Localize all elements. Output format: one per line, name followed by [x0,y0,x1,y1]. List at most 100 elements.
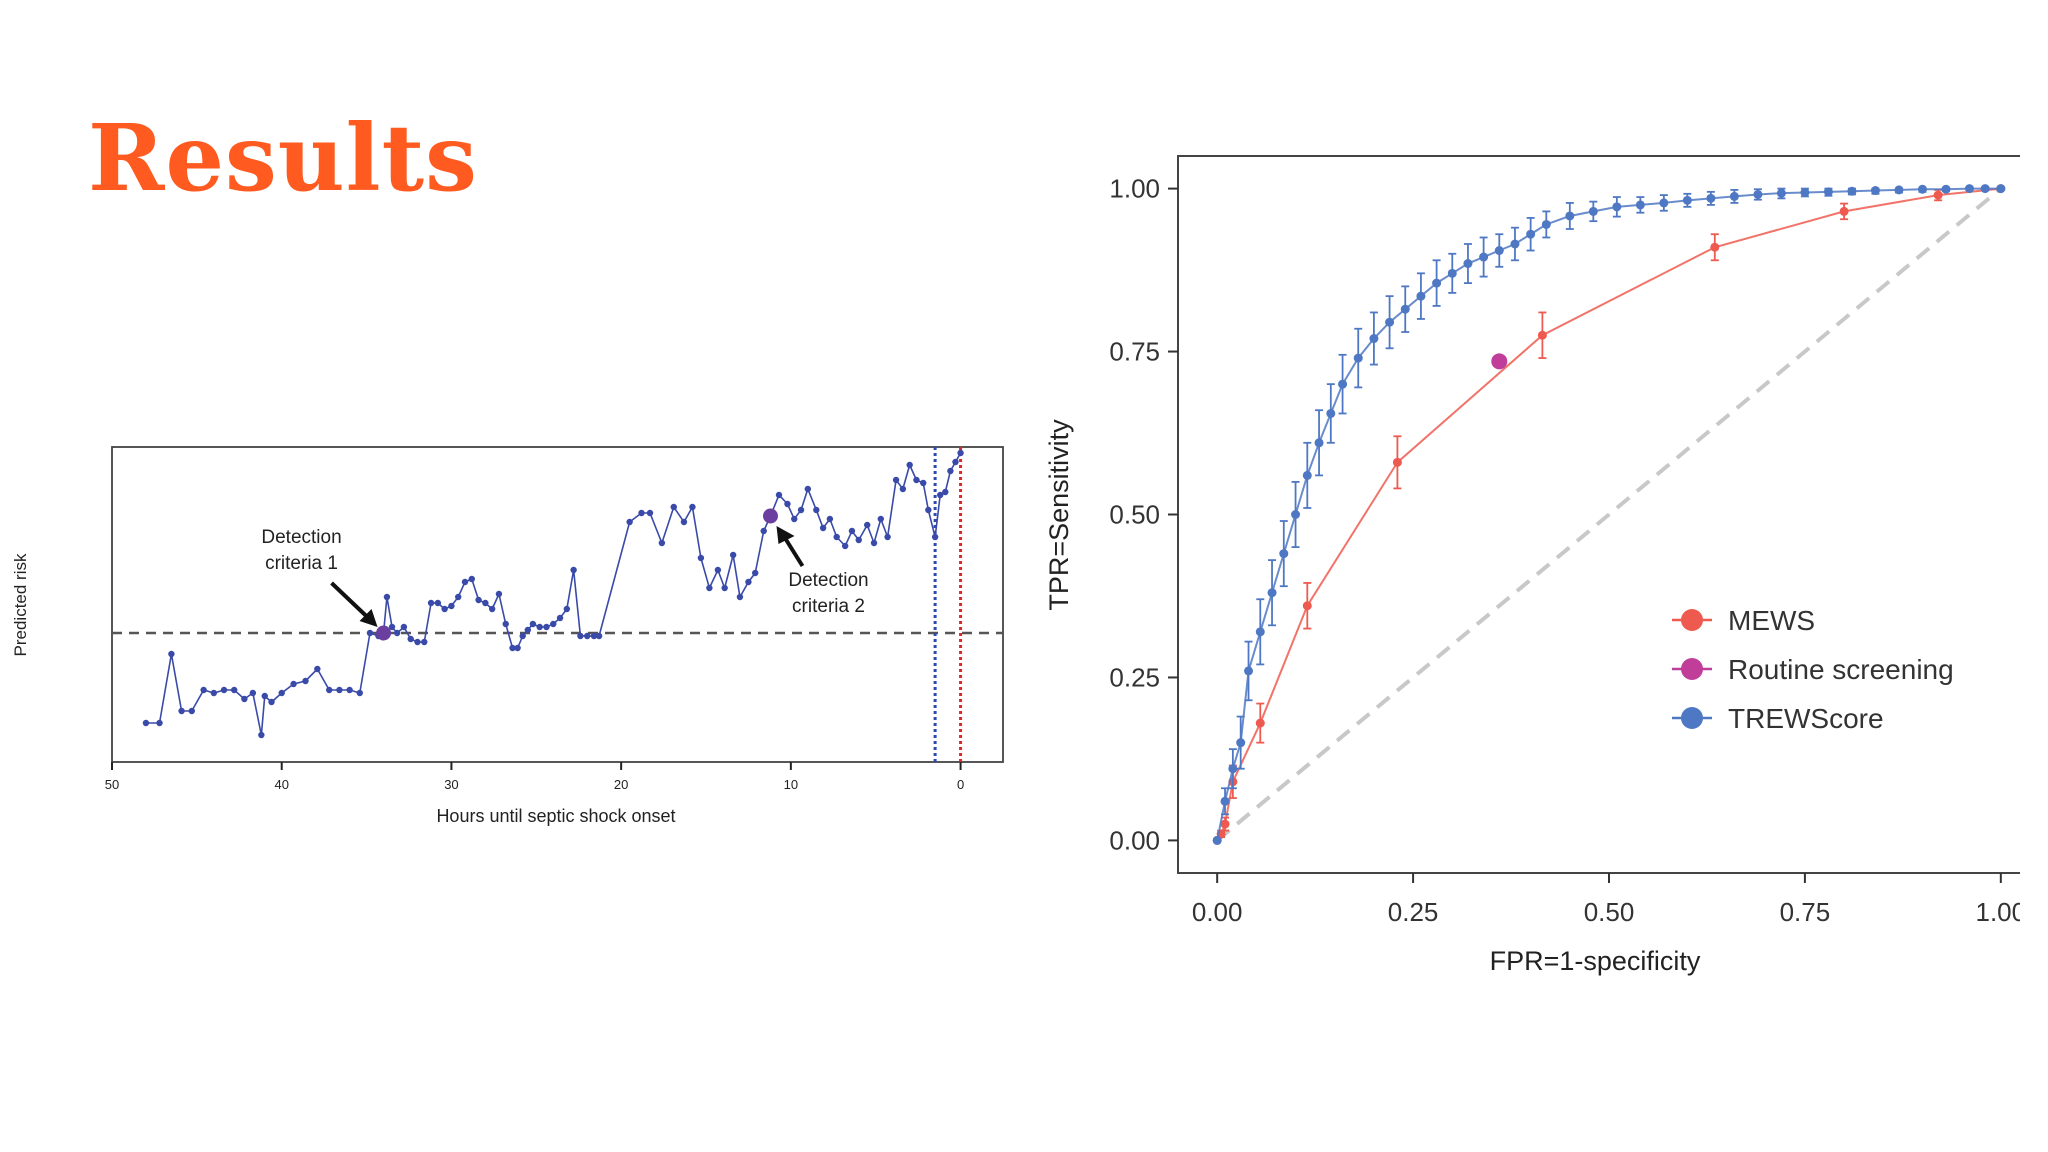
trewscore-point [1729,191,1739,201]
x-tick-label: 0 [957,777,964,792]
risk-point [736,593,744,601]
risk-point [529,620,537,628]
legend: MEWS Routine screening TREWScore [1672,605,1954,734]
risk-point [931,533,939,541]
y-tick-label: 0.75 [1109,337,1160,367]
risk-point [848,527,856,535]
risk-point [855,536,862,544]
trewscore-point [1463,259,1473,269]
mews-point [1537,330,1547,340]
chance-diagonal [1215,187,2003,842]
legend-key-mews [1681,609,1703,631]
risk-point [495,590,503,598]
risk-point [434,599,442,607]
risk-point [278,689,285,697]
y-axis-label: TPR=Sensitivity [1044,419,1074,611]
y-axis-label: Predicted risk [11,553,30,656]
trewscore-point [1494,246,1504,256]
risk-point [509,644,516,652]
trewscore-point [1220,796,1230,806]
risk-point [899,485,907,493]
legend-label-trewscore: TREWScore [1728,703,1884,734]
mews-point [1933,190,1943,200]
trewscore-point [1800,188,1810,198]
risk-point [142,719,150,727]
mews-point [1255,718,1265,728]
risk-point [220,686,228,694]
y-tick-label: 1.00 [1109,174,1160,204]
y-tick-label: 0.00 [1109,825,1160,855]
risk-point [502,620,509,628]
risk-point [913,476,920,484]
slide-title: Results [88,104,478,212]
trewscore-point [1479,252,1489,262]
risk-point [584,632,591,640]
trewscore-point [1526,229,1536,239]
risk-point [577,632,584,640]
legend-key-routine-screening [1681,658,1703,680]
risk-point [563,605,571,613]
risk-point [550,620,557,628]
risk-point [937,491,944,499]
risk-point [268,698,275,706]
trewscore-point [1385,317,1395,327]
x-tick-label: 1.00 [1976,897,2020,927]
annotation-1-line-1: Detection [261,527,341,548]
risk-point [556,614,564,622]
risk-point [775,491,783,499]
trewscore-point [1964,184,1974,194]
annotations: Detection criteria 1 Detection criteria 2 [261,526,869,627]
risk-point [188,707,195,715]
risk-point [249,689,257,697]
trewscore-point [1941,184,1951,194]
trewscore-point [1870,186,1880,196]
plot-frame [111,446,1004,763]
trewscore-point [1682,195,1692,205]
risk-point [884,533,891,541]
risk-point [230,686,238,694]
risk-point [210,689,218,697]
risk-point [156,719,163,727]
x-tick-label: 40 [274,777,288,792]
x-tick-label: 0.25 [1388,897,1439,927]
risk-point [448,602,455,610]
trewscore-point [1326,408,1336,418]
risk-point [706,584,713,592]
risk-point [536,623,543,631]
risk-point [200,686,207,694]
risk-point [427,599,435,607]
routine-screening-point [1491,353,1508,370]
risk-point [729,551,737,559]
mews-point [1302,601,1312,611]
trewscore-point [1432,278,1442,288]
risk-point [524,626,531,634]
risk-point [745,578,752,586]
trewscore-point [1338,379,1348,389]
risk-point [595,632,603,640]
x-tick-label: 0.75 [1780,897,1831,927]
annotation-2-line-1: Detection [788,570,868,591]
legend-label-mews: MEWS [1728,605,1815,636]
mews-point [1839,206,1849,216]
annotation-2-line-2: criteria 2 [792,596,865,617]
risk-series [112,447,1003,762]
trewscore-point [1291,510,1301,519]
risk-point [383,593,391,601]
x-tick-label: 10 [784,777,798,792]
risk-point [543,623,550,631]
risk-point [178,707,185,715]
risk-point [833,533,840,541]
annotation-2-arrowhead [776,526,795,544]
risk-point [942,488,949,496]
trewscore-point [1659,198,1669,208]
risk-point [646,509,654,517]
risk-point [870,539,878,547]
legend-label-routine-screening: Routine screening [1728,654,1954,685]
x-tick-label: 30 [444,777,458,792]
risk-point [475,596,482,604]
x-axis-label: FPR=1-specificity [1490,946,1701,976]
risk-point [261,692,268,700]
trewscore-point [1236,738,1246,748]
risk-point [414,638,421,646]
risk-point [468,575,475,583]
